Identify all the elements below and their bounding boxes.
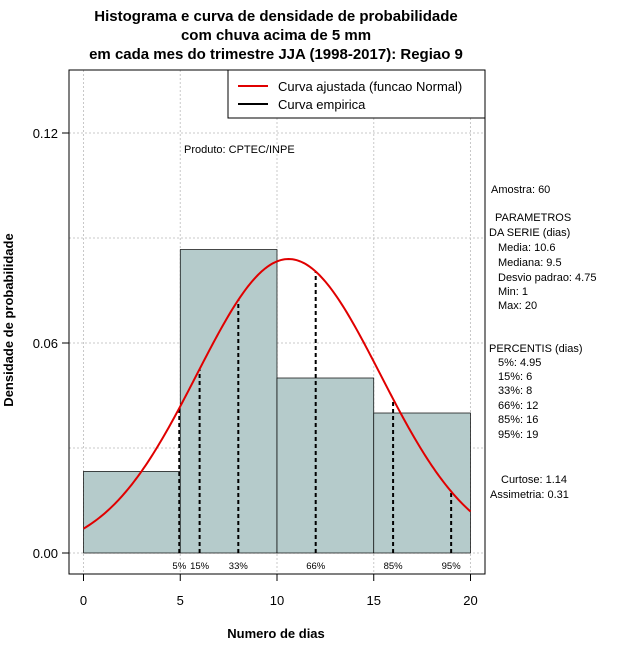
legend: Curva ajustada (funcao Normal) Curva emp… — [227, 69, 486, 119]
percentile-labels: 5% 15% 33% 66% 85% 95% — [172, 561, 461, 572]
params-title-2: DA SERIE (dias) — [489, 227, 570, 239]
histogram-bar — [373, 412, 471, 554]
percentile-5: 5%: 4.95 — [498, 357, 541, 369]
param-min: Min: 1 — [498, 286, 528, 298]
x-tick-label: 15 — [367, 593, 381, 608]
y-tick-label: 0.12 — [33, 126, 58, 141]
x-tick-label: 20 — [463, 593, 477, 608]
y-tick-label: 0.06 — [33, 336, 58, 351]
chart-title-line-3: em cada mes do trimestre JJA (1998-2017)… — [89, 46, 463, 63]
percentile-label: 95% — [442, 561, 462, 572]
percentiles-title: PERCENTIS (dias) — [489, 343, 583, 355]
x-tick-label: 10 — [270, 593, 284, 608]
percentile-label: 15% — [190, 561, 210, 572]
y-tick-label: 0.00 — [33, 546, 58, 561]
param-max: Max: 20 — [498, 300, 537, 312]
percentile-lines — [178, 271, 453, 553]
x-axis-label: Numero de dias — [227, 626, 325, 641]
percentile-66: 66%: 12 — [498, 400, 538, 412]
normal-curve — [82, 258, 472, 530]
param-median: Mediana: 9.5 — [498, 257, 562, 269]
param-mean: Media: 10.6 — [498, 242, 555, 254]
histogram-bar — [179, 249, 278, 554]
y-axis: 0.00 0.06 0.12 — [33, 126, 69, 561]
x-tick-label: 5 — [177, 593, 184, 608]
legend-entry-empirical: Curva empirica — [278, 97, 366, 112]
percentile-85: 85%: 16 — [498, 414, 538, 426]
params-title-1: PARAMETROS — [495, 212, 571, 224]
percentile-label: 33% — [229, 561, 249, 572]
chart-title-line-1: Histograma e curva de densidade de proba… — [94, 8, 457, 25]
product-annotation: Produto: CPTEC/INPE — [184, 144, 295, 156]
percentile-33: 33%: 8 — [498, 385, 532, 397]
kurtosis: Curtose: 1.14 — [501, 474, 567, 486]
histogram-bars — [83, 249, 471, 554]
histogram-bar — [276, 377, 375, 554]
percentile-label: 85% — [384, 561, 404, 572]
side-panel: Amostra: 60 PARAMETROS DA SERIE (dias) M… — [489, 184, 596, 501]
sample-size: Amostra: 60 — [491, 184, 550, 196]
chart-title-line-2: com chuva acima de 5 mm — [181, 27, 371, 44]
legend-box — [227, 69, 486, 119]
skewness: Assimetria: 0.31 — [490, 489, 569, 501]
percentile-15: 15%: 6 — [498, 371, 532, 383]
percentile-label: 5% — [172, 561, 186, 572]
legend-entry-fitted: Curva ajustada (funcao Normal) — [278, 79, 462, 94]
x-axis: 0 5 10 15 20 — [80, 573, 478, 608]
y-axis-label: Densidade de probabilidade — [1, 233, 16, 406]
percentile-label: 66% — [306, 561, 326, 572]
param-sd: Desvio padrao: 4.75 — [498, 272, 596, 284]
percentile-95: 95%: 19 — [498, 429, 538, 441]
x-tick-label: 0 — [80, 593, 87, 608]
